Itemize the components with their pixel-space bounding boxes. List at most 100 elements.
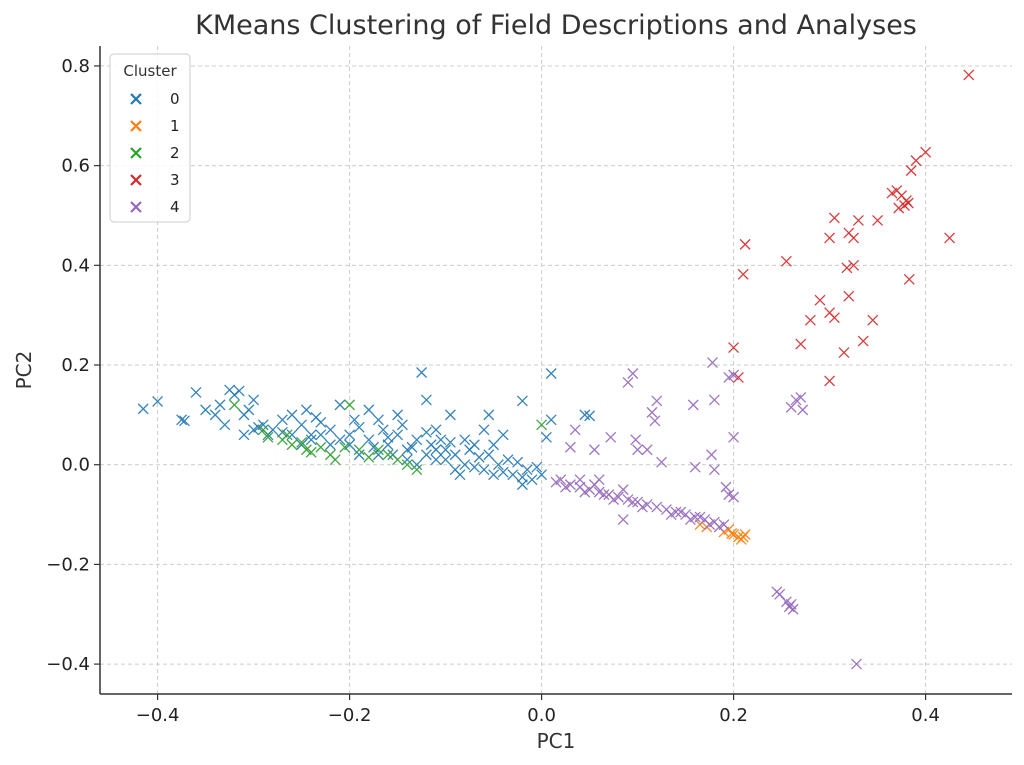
- data-point: [339, 441, 351, 453]
- data-point: [707, 357, 718, 368]
- data-point: [286, 429, 298, 441]
- series-0: [137, 367, 596, 491]
- data-point: [848, 259, 860, 271]
- data-point: [824, 232, 836, 244]
- legend-marker: [130, 174, 142, 186]
- data-point: [296, 419, 308, 431]
- data-point: [248, 424, 260, 436]
- legend-box: [109, 53, 191, 223]
- data-point: [886, 187, 898, 199]
- data-point: [286, 439, 298, 451]
- data-point: [728, 491, 740, 503]
- legend-label: 1: [170, 117, 180, 135]
- legend-item: 1: [130, 117, 180, 135]
- data-point: [315, 429, 327, 441]
- data-point: [478, 424, 490, 436]
- x-tick-label: 0.4: [911, 705, 940, 726]
- data-point: [531, 461, 543, 473]
- data-point: [526, 474, 538, 486]
- data-point: [632, 444, 644, 456]
- data-point: [627, 496, 639, 508]
- data-point: [392, 429, 404, 441]
- data-point: [488, 469, 500, 481]
- data-point: [329, 454, 341, 466]
- data-point: [622, 377, 634, 388]
- data-point: [305, 429, 317, 441]
- data-point: [651, 395, 663, 407]
- data-point: [560, 481, 572, 493]
- data-point: [739, 238, 751, 250]
- data-point: [344, 429, 356, 441]
- data-point: [324, 439, 336, 451]
- data-point: [353, 421, 365, 433]
- data-point: [449, 449, 461, 461]
- data-point: [545, 414, 557, 426]
- data-point: [684, 514, 696, 525]
- data-point: [848, 232, 860, 244]
- y-axis-ticks: −0.4 −0.2 0.0 0.2 0.4 0.6 0.8: [46, 56, 100, 675]
- data-point: [324, 424, 336, 436]
- x-axis-ticks: −0.4 −0.2 0.0 0.2 0.4: [136, 694, 940, 726]
- data-point: [804, 314, 816, 326]
- x-tick-label: −0.4: [136, 705, 180, 726]
- data-point: [857, 335, 869, 347]
- data-point: [824, 375, 836, 387]
- data-point: [536, 469, 548, 481]
- data-point: [200, 404, 212, 416]
- data-point: [363, 451, 375, 463]
- data-point: [392, 454, 404, 466]
- y-tick-label: 0.0: [61, 455, 90, 476]
- data-point: [617, 484, 629, 496]
- data-point: [497, 429, 509, 441]
- data-point: [593, 474, 605, 486]
- data-point: [430, 454, 442, 466]
- data-point: [569, 424, 581, 436]
- legend-label: 3: [170, 171, 180, 189]
- data-point: [828, 312, 840, 324]
- data-point: [841, 262, 853, 274]
- data-point: [737, 268, 749, 280]
- data-point: [382, 431, 394, 443]
- data-point: [416, 367, 428, 378]
- data-point: [502, 454, 514, 466]
- data-point: [257, 424, 269, 436]
- data-point: [910, 155, 922, 167]
- data-point: [176, 414, 188, 426]
- data-point: [420, 394, 432, 406]
- data-point: [728, 431, 740, 443]
- y-axis-label: PC2: [12, 351, 36, 390]
- legend-item: 2: [130, 144, 180, 162]
- data-point: [665, 509, 677, 521]
- series-4: [550, 357, 862, 670]
- data-point: [334, 434, 346, 446]
- data-point: [483, 449, 495, 461]
- y-tick-label: −0.2: [46, 554, 90, 575]
- data-point: [497, 466, 509, 478]
- data-point: [963, 69, 975, 81]
- data-point: [739, 529, 751, 540]
- data-point: [795, 338, 807, 350]
- data-point: [636, 501, 648, 513]
- data-point: [286, 409, 298, 421]
- data-point: [315, 416, 327, 428]
- series-2: [228, 399, 548, 476]
- data-point: [843, 290, 855, 302]
- data-point: [425, 439, 437, 451]
- data-point: [214, 399, 226, 411]
- data-point: [550, 476, 562, 488]
- data-point: [903, 273, 915, 285]
- data-point: [219, 419, 231, 431]
- data-point: [238, 429, 250, 441]
- data-point: [401, 459, 413, 471]
- data-point: [406, 441, 418, 453]
- legend-items: 0 1 2 3 4: [130, 90, 180, 216]
- data-point: [492, 459, 504, 471]
- legend-marker: [130, 93, 142, 105]
- data-point: [608, 494, 620, 506]
- data-point: [706, 449, 717, 461]
- data-point: [780, 255, 792, 267]
- data-point: [905, 165, 917, 177]
- data-point: [814, 294, 826, 306]
- data-point: [852, 215, 864, 226]
